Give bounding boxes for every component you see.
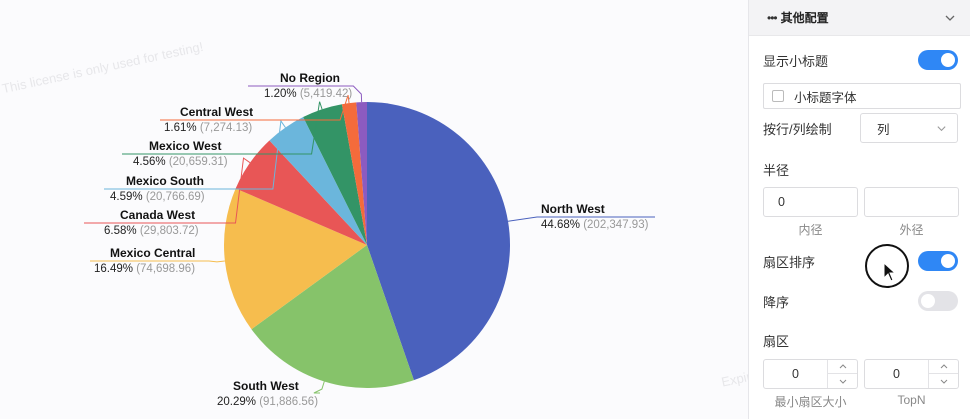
stepper-up-button[interactable] bbox=[828, 360, 857, 374]
outer-radius-input[interactable] bbox=[864, 187, 959, 217]
label-leader-line bbox=[507, 216, 655, 222]
topn-value: 0 bbox=[893, 367, 900, 381]
label-leader-line bbox=[84, 157, 251, 224]
chevron-down-icon bbox=[940, 379, 947, 384]
pie-slice[interactable] bbox=[303, 104, 367, 246]
slice-name-label: Mexico South bbox=[126, 174, 204, 188]
sector-sort-toggle[interactable] bbox=[918, 251, 958, 271]
topn-stepper[interactable]: 0 bbox=[864, 359, 959, 389]
sector-sort-label: 扇区排序 bbox=[763, 254, 816, 270]
label-leader-line bbox=[313, 381, 325, 394]
radius-row: 半径 bbox=[763, 159, 958, 179]
chevron-up-icon bbox=[839, 364, 846, 369]
subtitle-font-checkbox[interactable] bbox=[772, 90, 784, 102]
slice-value-label: 1.20% (5,419.42) bbox=[264, 88, 352, 100]
label-leader-line bbox=[104, 119, 286, 190]
stepper-arrows bbox=[827, 360, 857, 388]
settings-panel: ••• 其他配置 显示小标题 小标题字体 按行/列绘制 列 半径 0 内径 bbox=[748, 0, 970, 419]
slice-name-label: North West bbox=[541, 202, 605, 216]
panel-header[interactable]: ••• 其他配置 bbox=[749, 0, 970, 36]
label-leader-line bbox=[160, 95, 350, 121]
descending-row: 降序 bbox=[763, 289, 958, 313]
min-sector-caption: 最小扇区大小 bbox=[774, 395, 847, 409]
label-leader-line bbox=[248, 85, 363, 103]
label-leader-line bbox=[90, 260, 225, 263]
stepper-arrows bbox=[928, 360, 958, 388]
min-sector-value: 0 bbox=[792, 367, 799, 381]
more-dots-icon: ••• bbox=[767, 10, 778, 25]
descending-label: 降序 bbox=[763, 294, 790, 310]
slice-name-label: Canada West bbox=[120, 208, 195, 222]
draw-by-select[interactable]: 列 bbox=[860, 113, 958, 143]
slice-value-label: 6.58% (29,803.72) bbox=[104, 225, 199, 237]
sector-label: 扇区 bbox=[763, 333, 790, 349]
pie-slice[interactable] bbox=[356, 102, 367, 245]
chevron-down-icon bbox=[839, 379, 846, 384]
stepper-down-button[interactable] bbox=[929, 374, 958, 388]
slice-value-label: 16.49% (74,698.96) bbox=[94, 263, 195, 275]
slice-value-label: 1.61% (7,274.13) bbox=[164, 122, 252, 134]
slice-value-label: 4.59% (20,766.69) bbox=[110, 191, 205, 203]
slice-value-label: 44.68% (202,347.93) bbox=[541, 219, 649, 231]
label-leader-line bbox=[122, 101, 323, 155]
sector-sort-row: 扇区排序 bbox=[763, 249, 958, 273]
show-subtitle-label: 显示小标题 bbox=[763, 53, 829, 69]
slice-name-label: Mexico West bbox=[149, 139, 221, 153]
stepper-up-button[interactable] bbox=[929, 360, 958, 374]
toggle-knob bbox=[941, 254, 955, 268]
chart-area: This license is only used for testing! E… bbox=[0, 38, 748, 408]
slice-name-label: Central West bbox=[180, 105, 253, 119]
topn-caption: TopN bbox=[897, 393, 926, 407]
chevron-down-icon[interactable] bbox=[944, 12, 956, 24]
pie-slice[interactable] bbox=[367, 102, 510, 381]
pie-slice[interactable] bbox=[224, 188, 367, 330]
radius-label: 半径 bbox=[763, 162, 790, 178]
slice-value-label: 4.56% (20,659.31) bbox=[133, 156, 228, 168]
toggle-knob bbox=[921, 294, 935, 308]
slice-name-label: Mexico Central bbox=[110, 246, 195, 260]
chevron-up-icon bbox=[940, 364, 947, 369]
click-indicator bbox=[865, 244, 909, 288]
pie-slice[interactable] bbox=[269, 117, 367, 245]
inner-radius-value: 0 bbox=[778, 195, 785, 209]
subtitle-font-checkbox-row[interactable]: 小标题字体 bbox=[763, 83, 961, 109]
stepper-down-button[interactable] bbox=[828, 374, 857, 388]
outer-radius-caption: 外径 bbox=[899, 223, 924, 237]
panel-title: 其他配置 bbox=[780, 11, 829, 25]
draw-by-row: 按行/列绘制 bbox=[763, 113, 958, 143]
show-subtitle-toggle[interactable] bbox=[918, 50, 958, 70]
pie-slice[interactable] bbox=[235, 140, 367, 245]
mouse-cursor-icon bbox=[883, 262, 897, 282]
pie-chart: North West 44.68% (202,347.93) South West 2… bbox=[84, 71, 655, 408]
draw-by-label: 按行/列绘制 bbox=[763, 121, 832, 137]
slice-name-label: No Region bbox=[280, 71, 340, 85]
inner-radius-caption: 内径 bbox=[798, 223, 823, 237]
draw-by-value: 列 bbox=[877, 122, 890, 137]
show-subtitle-row: 显示小标题 bbox=[763, 48, 958, 72]
chevron-down-icon bbox=[937, 126, 946, 132]
slice-value-label: 20.29% (91,886.56) bbox=[217, 396, 318, 408]
inner-radius-input[interactable]: 0 bbox=[763, 187, 858, 217]
subtitle-font-label: 小标题字体 bbox=[794, 90, 857, 105]
descending-toggle[interactable] bbox=[918, 291, 958, 311]
toggle-knob bbox=[941, 53, 955, 67]
sector-row: 扇区 bbox=[763, 330, 958, 350]
pie-slice[interactable] bbox=[341, 102, 367, 246]
min-sector-stepper[interactable]: 0 bbox=[763, 359, 858, 389]
slice-name-label: South West bbox=[233, 379, 299, 393]
pie-slice[interactable] bbox=[251, 245, 414, 388]
